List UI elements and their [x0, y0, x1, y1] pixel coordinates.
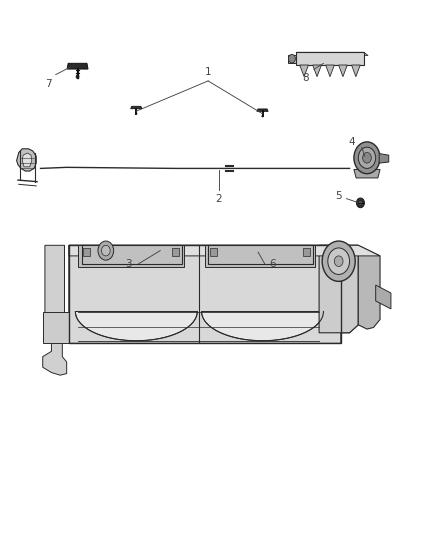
Polygon shape	[339, 65, 347, 77]
Polygon shape	[354, 169, 380, 178]
Polygon shape	[67, 63, 88, 69]
Text: 4: 4	[349, 137, 355, 147]
Text: 6: 6	[269, 259, 276, 269]
Polygon shape	[69, 245, 380, 256]
Polygon shape	[208, 245, 313, 264]
Circle shape	[136, 112, 137, 115]
FancyBboxPatch shape	[172, 248, 179, 256]
Polygon shape	[296, 52, 368, 55]
Text: 1: 1	[205, 67, 212, 77]
Text: 5: 5	[336, 191, 342, 201]
Text: 8: 8	[302, 74, 309, 84]
Text: 7: 7	[45, 79, 51, 89]
Circle shape	[358, 200, 362, 205]
Circle shape	[354, 142, 380, 174]
Polygon shape	[43, 312, 69, 343]
FancyBboxPatch shape	[303, 248, 310, 256]
Polygon shape	[22, 153, 32, 167]
Polygon shape	[82, 245, 182, 264]
Text: 2: 2	[215, 194, 223, 204]
Polygon shape	[352, 65, 360, 77]
Polygon shape	[205, 245, 315, 266]
Circle shape	[322, 241, 355, 281]
Circle shape	[288, 54, 295, 63]
Polygon shape	[257, 109, 268, 111]
FancyBboxPatch shape	[210, 248, 217, 256]
Circle shape	[262, 115, 263, 117]
Polygon shape	[201, 312, 323, 341]
Polygon shape	[325, 65, 334, 77]
Polygon shape	[69, 245, 358, 343]
Circle shape	[357, 198, 364, 208]
Circle shape	[363, 152, 371, 163]
Polygon shape	[17, 149, 36, 171]
Polygon shape	[131, 106, 142, 109]
Polygon shape	[78, 245, 184, 266]
Text: 3: 3	[125, 259, 132, 269]
Polygon shape	[75, 312, 197, 341]
Polygon shape	[319, 245, 358, 333]
Polygon shape	[313, 65, 321, 77]
Circle shape	[76, 75, 79, 78]
Polygon shape	[288, 55, 296, 63]
Circle shape	[334, 256, 343, 266]
Polygon shape	[296, 52, 364, 65]
Polygon shape	[358, 245, 380, 329]
Circle shape	[102, 245, 110, 256]
Polygon shape	[300, 65, 308, 77]
FancyBboxPatch shape	[83, 248, 90, 256]
Circle shape	[98, 241, 114, 260]
Polygon shape	[376, 285, 391, 309]
Polygon shape	[379, 154, 389, 163]
Circle shape	[358, 147, 376, 168]
Polygon shape	[43, 245, 69, 375]
Circle shape	[328, 248, 350, 274]
